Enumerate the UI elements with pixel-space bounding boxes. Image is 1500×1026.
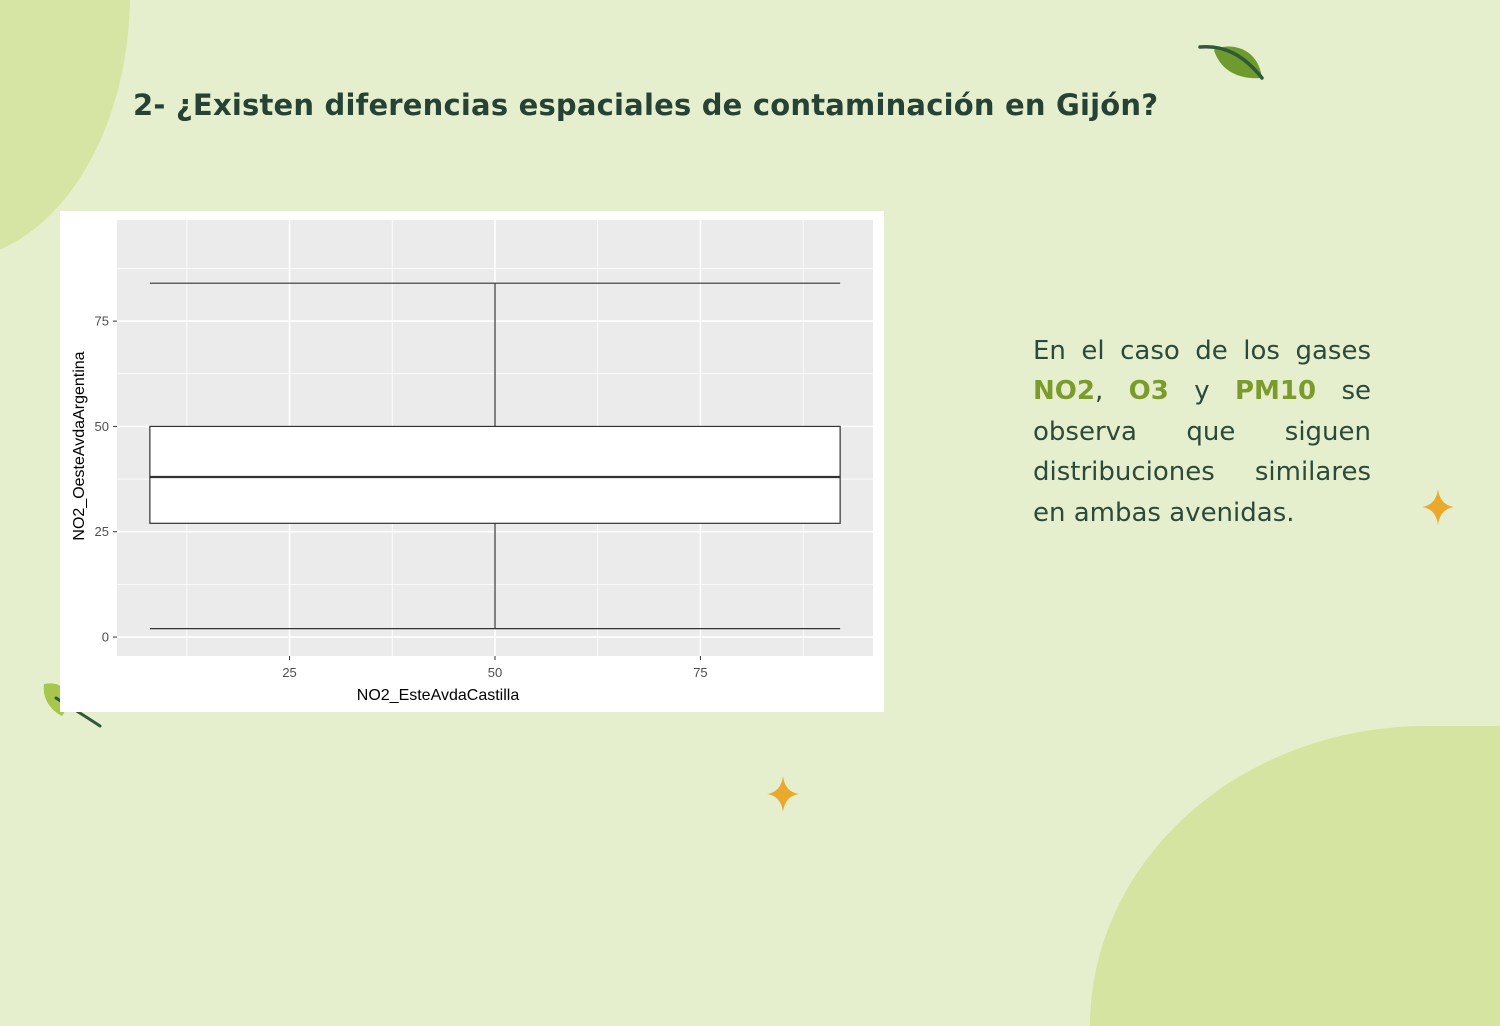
sparkle-icon [767, 776, 799, 812]
x-axis-title: NO2_EsteAvdaCastilla [357, 687, 520, 704]
highlight-o3: O3 [1128, 376, 1169, 407]
body-text-part: En el caso de los gases [1033, 336, 1371, 366]
background-blob-bottom-right [1090, 726, 1500, 1026]
box-iqr [149, 425, 841, 524]
x-tick-label: 75 [693, 665, 707, 680]
body-text-sep: , [1094, 376, 1129, 407]
slide-title: 2- ¿Existen diferencias espaciales de co… [133, 88, 1159, 122]
body-text-sep: y [1168, 376, 1235, 407]
y-tick-label: 50 [95, 419, 109, 434]
boxplot-chart: 25 50 75 0 25 50 75 NO2_EsteAvdaCastilla NO2_Oes… [60, 211, 884, 712]
y-tick-label: 25 [95, 524, 109, 539]
leaf-icon [1198, 44, 1264, 80]
highlight-no2: NO2 [1033, 376, 1095, 407]
y-axis-title: NO2_OesteAvdaArgentina [71, 351, 88, 540]
chart-canvas: 25 50 75 0 25 50 75 NO2_EsteAvdaCastilla NO2_Oes… [71, 220, 873, 704]
x-tick-label: 25 [282, 665, 296, 680]
y-tick-label: 75 [95, 314, 109, 329]
x-tick-label: 50 [488, 665, 502, 680]
body-paragraph: En el caso de los gases NO2, O3 y PM10 s… [1033, 331, 1371, 533]
body-text-part: se observa que siguen distribuciones sim… [1033, 376, 1372, 528]
highlight-pm10: PM10 [1234, 376, 1317, 407]
y-tick-label: 0 [102, 630, 109, 645]
sparkle-icon [1422, 489, 1454, 525]
